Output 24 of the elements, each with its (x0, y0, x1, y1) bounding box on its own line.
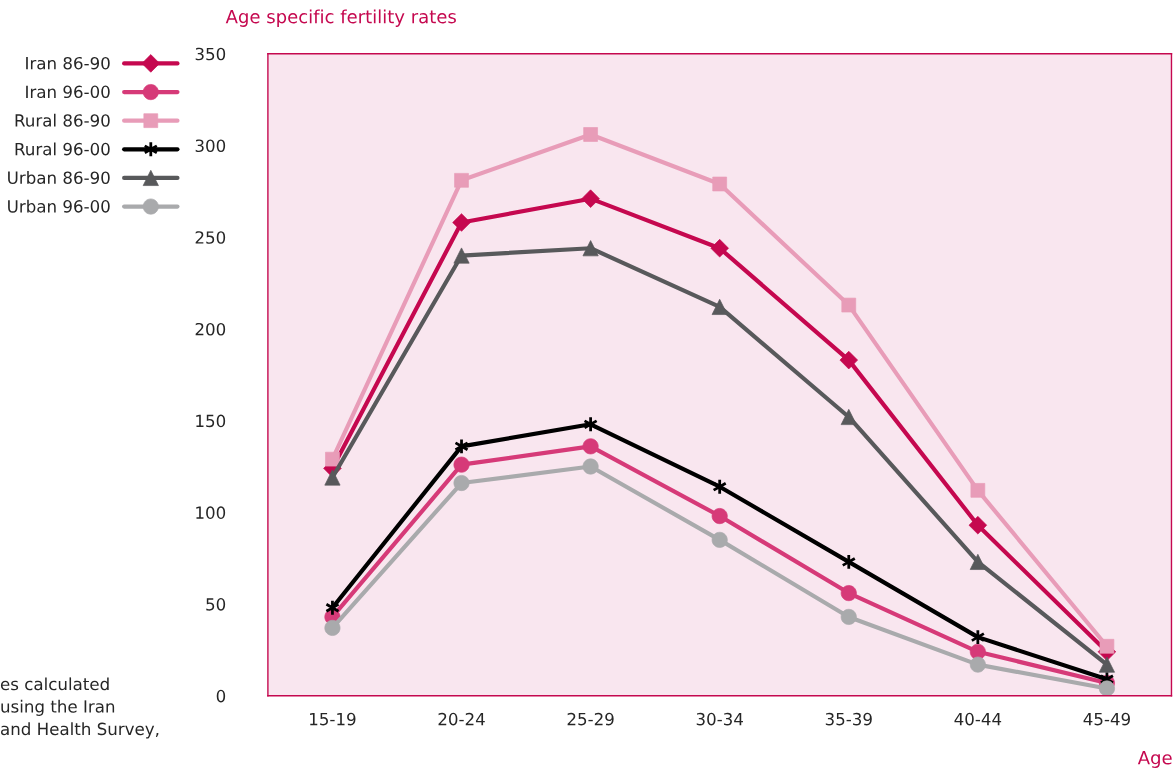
x-tick-label: 40-44 (954, 712, 1002, 726)
x-tick-label: 30-34 (696, 712, 743, 726)
legend-label: Iran 86-90 (26, 56, 110, 70)
y-tick-label: 100 (196, 506, 226, 519)
y-tick-label: 0 (216, 689, 226, 703)
x-tick-label: 25-29 (567, 712, 614, 726)
x-tick-label: 20-24 (438, 712, 485, 726)
x-tick-label: 35-39 (825, 712, 872, 726)
x-axis-title: Age (1137, 751, 1172, 768)
y-tick-label: 250 (195, 231, 226, 244)
y-tick-label: 350 (195, 47, 226, 61)
y-tick-label: 50 (206, 598, 226, 611)
legend-label: Rural 96-00 (15, 142, 110, 156)
legend-label: Urban 96-00 (8, 199, 110, 213)
y-tick-label: 150 (196, 414, 226, 428)
x-tick-label: 15-19 (310, 712, 356, 726)
x-tick-label: 45-49 (1083, 712, 1130, 726)
legend-label: Rural 86-90 (15, 113, 110, 127)
y-tick-label: 200 (195, 322, 226, 336)
y-tick-label: 300 (195, 139, 226, 153)
legend-label: Urban 86-90 (8, 171, 110, 185)
legend-label: Iran 96-00 (26, 85, 110, 99)
text: es calculated using the Iran and Health Survey, (0, 677, 159, 739)
y-axis-title: Age specific fertility rates (225, 9, 456, 27)
